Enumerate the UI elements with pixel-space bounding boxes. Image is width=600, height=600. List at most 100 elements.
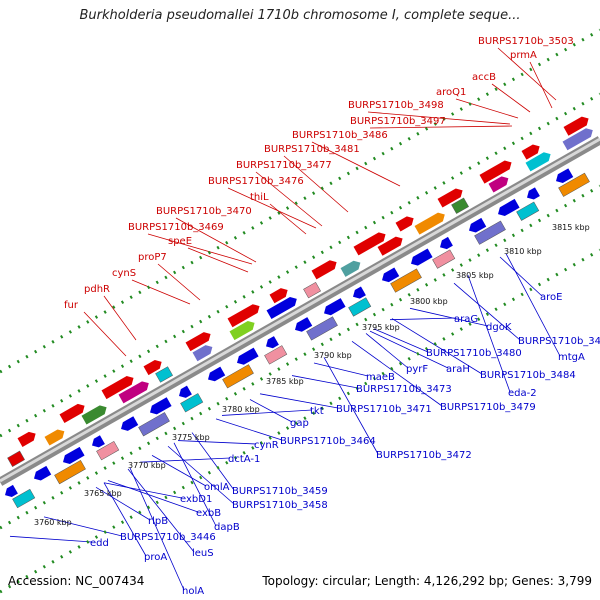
forward-leader-line [367,111,511,125]
gene-arrow [192,345,213,362]
kbp-tick-label: 3770 kbp [128,461,166,470]
gene-box [390,268,422,293]
gene-feature-30 [5,484,18,498]
gene-feature-58 [348,297,372,317]
gene-arrow [118,381,149,404]
reverse-gene-label: araG [454,314,478,325]
kbp-tick-labels: 3760 kbp 3765 kbp 3770 kbp 3775 kbp 3780 kbp… [34,223,590,527]
gene-feature-7 [311,260,337,280]
gene-feature-40 [295,317,313,332]
reverse-leader-line [139,457,231,463]
reverse-leader-line [177,440,257,445]
gene-feature-49 [556,168,574,183]
forward-gene-label: pdhR [84,284,110,295]
gene-feature-29 [562,128,593,151]
forward-gene-label: proP7 [138,252,167,263]
reverse-leader-line [505,253,561,357]
reverse-gene-label: BURPS1710b_3458 [232,500,328,511]
reverse-leader-line [291,375,359,389]
reverse-gene-label: leuS [192,548,214,559]
reverse-leader-line [373,328,429,353]
forward-gene-label: aroQ1 [436,87,466,98]
gene-feature-18 [155,366,173,383]
forward-gene-label: BURPS1710b_3469 [128,222,224,233]
reverse-gene-label: proA [144,552,167,563]
gene-feature-35 [150,397,172,415]
reverse-gene-label: tkt [310,406,324,417]
gene-feature-43 [382,267,400,283]
forward-gene-label: cynS [112,268,136,279]
forward-gene-label: BURPS1710b_3486 [292,130,388,141]
kbp-tick-label: 3780 kbp [222,405,260,414]
gene-feature-15 [44,429,65,446]
gene-feature-46 [469,217,487,233]
forward-leader-line [497,47,557,101]
gene-arrow [377,236,403,256]
reverse-leader-line [391,318,483,375]
reverse-leader-line [369,330,449,369]
gene-arrow [143,359,162,376]
gene-feature-16 [81,405,107,425]
forward-gene-label: BURPS1710b_3498 [348,100,444,111]
gene-arrow [395,216,414,232]
gene-feature-8 [353,232,386,256]
gene-box [348,297,372,317]
reverse-gene-label: dctA-1 [228,454,260,465]
gene-feature-23 [340,260,361,277]
reverse-leader-line [365,333,409,369]
gene-arrow [340,260,361,277]
gene-arrow [414,212,445,235]
reverse-leader-line [9,535,93,543]
reverse-leader-line [499,256,543,297]
gene-box [54,459,86,485]
gene-box [558,172,590,197]
reverse-gene-label: BURPS1710b_3473 [356,384,452,395]
gene-feature-6 [269,288,288,304]
kbp-tick-label: 3810 kbp [504,247,542,256]
gene-arrow [382,267,400,283]
gene-arrow [563,116,589,136]
gene-box [474,220,506,245]
forward-gene-labels: BURPS1710b_3503 prmA accB aroQ1 BURPS1710b_3… [64,36,574,311]
genome-summary: Topology: circular; Length: 4,126,292 bp… [262,574,592,588]
reverse-gene-label: BURPS1710b_3484 [480,370,576,381]
reverse-leader-line [107,480,199,513]
chromosome-backbone [0,136,600,486]
gene-arrow [81,405,107,425]
forward-leader-line [255,171,323,227]
gene-arrow [266,296,297,320]
gene-arrow [527,187,540,200]
reverse-leader-line [127,468,195,553]
reverse-gene-labels: aroE mtgA BURPS1710b_3485 dgoK BURPS1710b_34… [90,292,600,597]
reverse-gene-label: araH [446,364,470,375]
gene-arrow [556,168,574,183]
reverse-gene-label: eda-2 [508,388,537,399]
reverse-leader-line [191,432,235,491]
reverse-leader-line [215,418,283,441]
reverse-leader-line [389,317,457,321]
reverse-gene-label: maeB [366,372,395,383]
forward-gene-label: BURPS1710b_3476 [208,176,304,187]
gene-feature-22 [303,281,321,299]
reverse-leader-line [313,362,369,377]
forward-gene-label: BURPS1710b_3481 [264,144,360,155]
gene-arrow [63,446,85,464]
reverse-leader-line [167,445,235,505]
gene-arrow [121,416,139,431]
reverse-gene-label: pyrF [406,364,428,375]
gene-box [451,197,469,214]
gene-arrow [101,376,134,400]
gene-feature-3 [143,359,162,376]
reverse-leader-line [351,341,443,407]
reverse-leader-line [467,275,511,393]
kbp-tick-label: 3800 kbp [410,297,448,306]
gene-feature-36 [179,385,192,398]
gene-arrow [34,465,52,481]
gene-feature-19 [192,345,213,362]
forward-leader-line [103,295,137,341]
gene-arrow [488,176,509,193]
gene-arrow [227,304,260,328]
gene-feature-11 [479,160,512,184]
gene-arrow [44,429,65,446]
